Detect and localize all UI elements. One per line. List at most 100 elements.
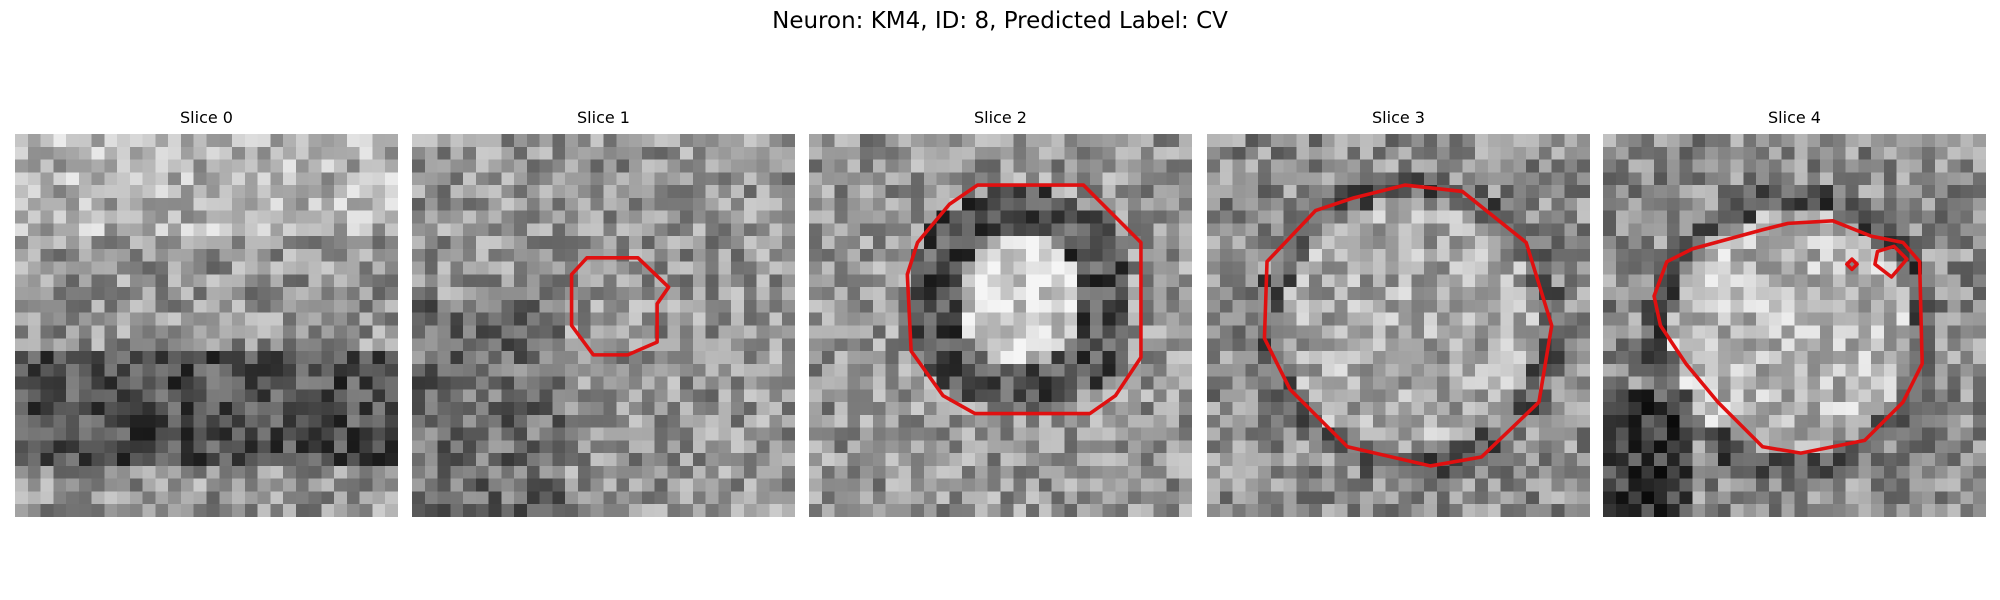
- pixel: [705, 134, 719, 148]
- pixel: [219, 261, 233, 275]
- pixel: [66, 146, 80, 160]
- pixel: [66, 389, 80, 403]
- pixel: [847, 414, 861, 428]
- pixel: [1219, 146, 1233, 160]
- pixel: [295, 414, 309, 428]
- pixel: [1385, 287, 1399, 301]
- pixel: [53, 146, 67, 160]
- pixel: [78, 389, 92, 403]
- pixel: [359, 159, 373, 173]
- pixel: [1794, 402, 1808, 416]
- pixel: [308, 376, 322, 390]
- pixel: [321, 453, 335, 467]
- pixel: [1064, 197, 1078, 211]
- pixel: [1140, 287, 1154, 301]
- pixel: [193, 172, 207, 186]
- pixel: [1207, 402, 1221, 416]
- pixel: [1013, 504, 1027, 517]
- pixel: [1641, 299, 1655, 313]
- pixel: [782, 478, 795, 492]
- pixel: [1270, 146, 1284, 160]
- pixel: [53, 351, 67, 365]
- pixel: [1960, 312, 1974, 326]
- pixel: [475, 197, 489, 211]
- pixel: [1424, 236, 1438, 250]
- pixel: [526, 465, 540, 479]
- pixel: [1500, 261, 1514, 275]
- pixel: [923, 248, 937, 262]
- pixel: [424, 197, 438, 211]
- pixel: [1960, 414, 1974, 428]
- pixel: [616, 453, 630, 467]
- pixel: [1064, 312, 1078, 326]
- pixel: [475, 159, 489, 173]
- pixel: [1794, 363, 1808, 377]
- pixel: [1845, 312, 1859, 326]
- pixel: [911, 261, 925, 275]
- pixel: [743, 197, 757, 211]
- pixel: [1513, 274, 1527, 288]
- pixel: [1475, 261, 1489, 275]
- pixel: [27, 427, 41, 441]
- pixel: [1922, 440, 1936, 454]
- pixel: [1883, 491, 1897, 505]
- pixel: [206, 172, 220, 186]
- pixel: [321, 351, 335, 365]
- pixel: [1385, 363, 1399, 377]
- pixel: [949, 274, 963, 288]
- pixel: [180, 363, 194, 377]
- pixel: [104, 299, 118, 313]
- pixel: [219, 389, 233, 403]
- pixel: [1449, 172, 1463, 186]
- pixel: [1756, 453, 1770, 467]
- pixel: [718, 210, 732, 224]
- pixel: [1768, 414, 1782, 428]
- pixel: [667, 453, 681, 467]
- pixel: [501, 223, 515, 237]
- pixel: [450, 465, 464, 479]
- pixel: [1883, 134, 1897, 148]
- pixel: [1385, 159, 1399, 173]
- pixel: [1051, 325, 1065, 339]
- pixel: [1385, 491, 1399, 505]
- pixel: [1487, 351, 1501, 365]
- pixel: [603, 402, 617, 416]
- pixel: [1245, 159, 1259, 173]
- pixel: [15, 261, 29, 275]
- pixel: [705, 338, 719, 352]
- pixel: [1449, 312, 1463, 326]
- pixel: [1909, 210, 1923, 224]
- pixel: [1385, 389, 1399, 403]
- pixel: [1153, 223, 1167, 237]
- pixel: [1013, 236, 1027, 250]
- pixel: [1871, 376, 1885, 390]
- pixel: [1922, 134, 1936, 148]
- pixel: [1551, 440, 1565, 454]
- pixel: [769, 351, 783, 365]
- pixel: [295, 172, 309, 186]
- pixel: [475, 478, 489, 492]
- pixel: [1603, 465, 1617, 479]
- pixel: [1077, 236, 1091, 250]
- pixel: [168, 325, 182, 339]
- pixel: [1000, 312, 1014, 326]
- pixel: [1296, 338, 1310, 352]
- pixel: [1756, 491, 1770, 505]
- pixel: [743, 427, 757, 441]
- pixel: [1128, 491, 1142, 505]
- figure-title: Neuron: KM4, ID: 8, Predicted Label: CV: [772, 8, 1228, 34]
- pixel: [1692, 504, 1706, 517]
- pixel: [295, 248, 309, 262]
- pixel: [219, 287, 233, 301]
- pixel: [424, 134, 438, 148]
- pixel: [885, 236, 899, 250]
- pixel: [1270, 274, 1284, 288]
- pixel: [809, 134, 823, 148]
- pixel: [1179, 236, 1192, 250]
- pixel: [667, 236, 681, 250]
- pixel: [219, 504, 233, 517]
- pixel: [1705, 338, 1719, 352]
- pixel: [872, 338, 886, 352]
- pixel: [539, 453, 553, 467]
- pixel: [1089, 261, 1103, 275]
